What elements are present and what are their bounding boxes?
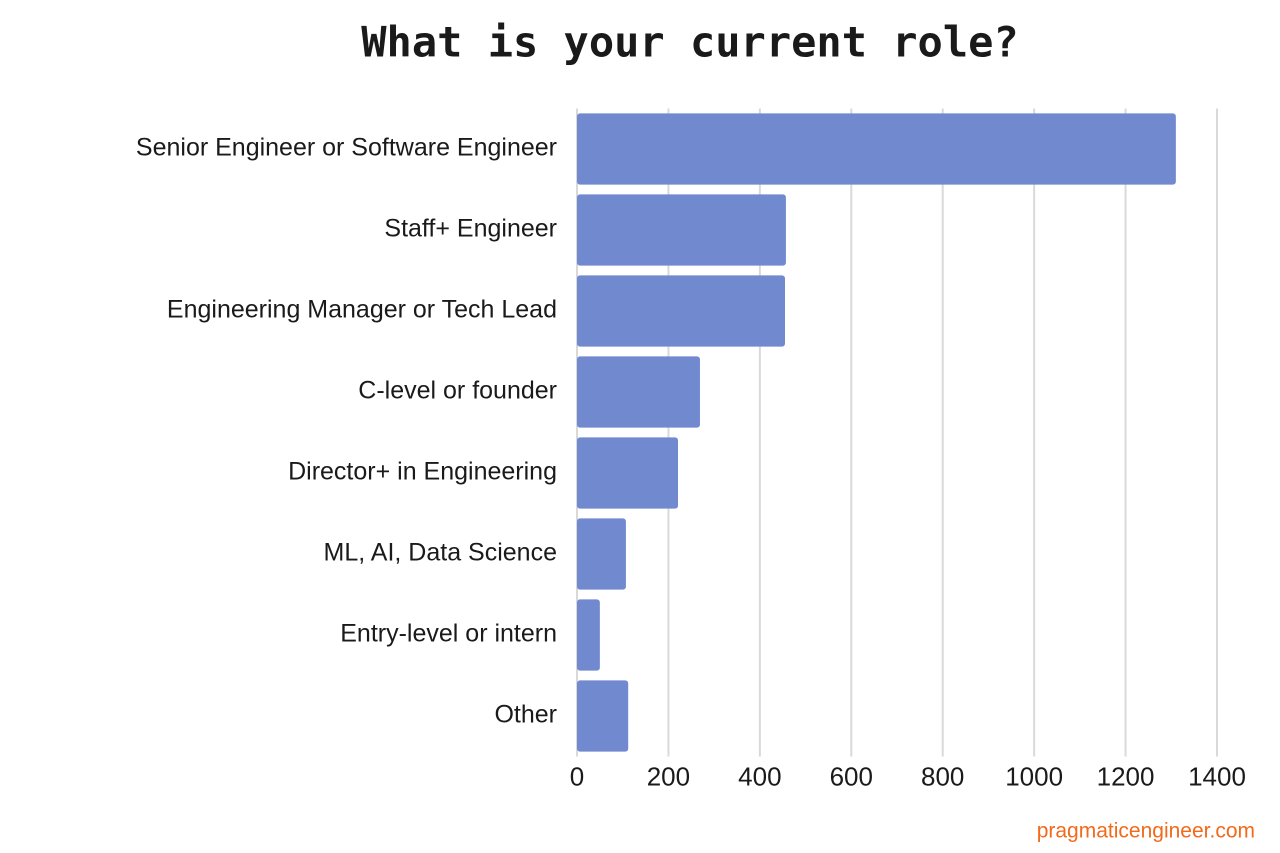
x-tick-label: 400 [738,761,781,791]
x-tick-label: 1000 [1005,761,1063,791]
y-tick-label: C-level or founder [358,377,557,405]
bar [577,113,1176,185]
y-tick-label: Other [494,701,557,729]
x-tick-label: 600 [830,761,873,791]
x-tick-label: 800 [921,761,964,791]
x-tick-label: 1400 [1188,761,1246,791]
bar [577,194,786,266]
chart-title: What is your current role? [361,18,1018,67]
x-tick-label: 1200 [1097,761,1155,791]
y-tick-label: Director+ in Engineering [288,458,557,486]
x-tick-label: 200 [647,761,690,791]
y-tick-label: Engineering Manager or Tech Lead [167,296,557,324]
x-tick-label: 0 [570,761,584,791]
y-tick-label: Entry-level or intern [340,620,557,648]
bar [577,356,700,428]
y-tick-label: Senior Engineer or Software Engineer [136,134,557,162]
bar [577,518,626,590]
bar [577,275,785,347]
source: pragmaticengineer.com [1037,820,1255,843]
y-tick-label: Staff+ Engineer [384,215,557,243]
bar [577,599,600,671]
bar [577,437,679,509]
y-tick-label: ML, AI, Data Science [324,539,557,567]
bar [577,680,629,752]
